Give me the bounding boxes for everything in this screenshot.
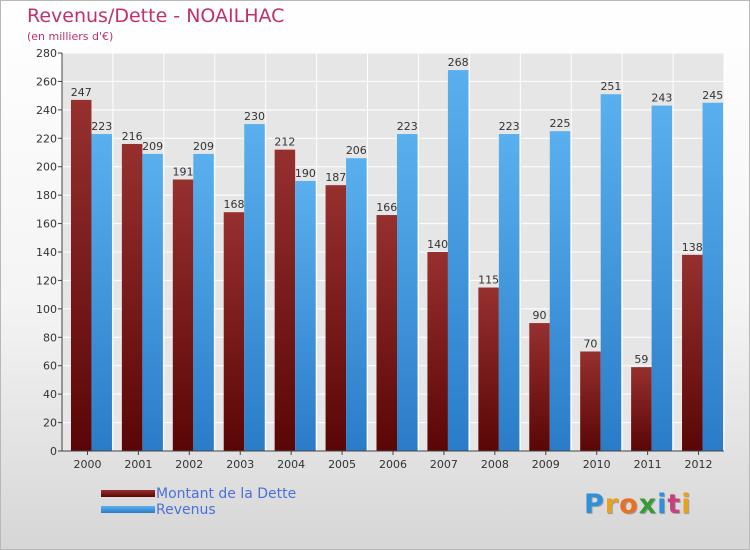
bar-debt-2001	[121, 143, 143, 451]
bar-revenus-2003	[244, 124, 265, 452]
x-tick-label-2007: 2007	[430, 458, 458, 471]
x-tick-label-2008: 2008	[481, 458, 509, 471]
y-tick-label: 160	[36, 218, 57, 231]
y-tick-label: 180	[36, 189, 57, 202]
bar-debt-2009	[529, 323, 550, 451]
data-label-revenus-2008: 223	[499, 120, 520, 133]
bar-debt-2002	[172, 179, 194, 451]
y-tick-label: 260	[36, 75, 57, 88]
data-label-revenus-2010: 251	[600, 80, 621, 93]
bar-revenus-2012	[702, 102, 724, 451]
y-tick-label: 120	[36, 274, 57, 287]
y-tick-label: 140	[36, 246, 57, 259]
data-label-debt-2007: 140	[427, 238, 448, 251]
bar-revenus-2009	[549, 131, 571, 451]
bar-revenus-2007	[447, 70, 469, 452]
bar-debt-2003	[223, 212, 245, 451]
chart-subtitle: (en milliers d'€)	[27, 30, 114, 43]
bar-debt-2004	[274, 149, 296, 451]
bar-debt-2011	[631, 367, 652, 451]
y-tick-label: 80	[43, 331, 57, 344]
logo-letter: P	[584, 489, 605, 520]
data-label-debt-2002: 191	[173, 166, 194, 179]
legend-swatch-revenus	[101, 506, 155, 513]
logo-letter: o	[619, 489, 639, 520]
data-label-debt-2012: 138	[682, 241, 703, 254]
data-label-debt-2003: 168	[223, 198, 244, 211]
bar-debt-2000	[70, 99, 92, 452]
data-label-debt-2009: 90	[533, 309, 547, 322]
x-tick-label-2011: 2011	[634, 458, 662, 471]
x-tick-label-2010: 2010	[583, 458, 611, 471]
x-tick-label-2003: 2003	[226, 458, 254, 471]
bar-revenus-2006	[397, 134, 418, 451]
data-label-revenus-2007: 268	[448, 56, 469, 69]
logo-letter: t	[667, 489, 682, 520]
y-tick-label: 0	[50, 445, 57, 458]
data-label-revenus-2001: 209	[142, 140, 163, 153]
bar-debt-2006	[376, 215, 397, 451]
data-label-revenus-2012: 245	[702, 89, 723, 102]
data-label-revenus-2006: 223	[397, 120, 418, 133]
data-label-revenus-2004: 190	[295, 167, 316, 180]
bar-revenus-2008	[498, 134, 520, 451]
bar-debt-2005	[325, 185, 347, 451]
data-label-revenus-2002: 209	[193, 140, 214, 153]
x-tick-label-2002: 2002	[175, 458, 203, 471]
x-tick-label-2006: 2006	[379, 458, 407, 471]
bar-revenus-2005	[346, 158, 367, 451]
legend-swatch-debt	[101, 490, 155, 497]
x-tick-label-2012: 2012	[685, 458, 713, 471]
bars	[70, 70, 724, 452]
y-tick-label: 40	[43, 388, 57, 401]
x-tick-label-2004: 2004	[277, 458, 305, 471]
proxiti-logo: Proxiti	[584, 489, 692, 520]
data-label-debt-2005: 187	[325, 171, 346, 184]
logo-letter: x	[638, 489, 658, 520]
y-tick-label: 60	[43, 360, 57, 373]
y-tick-label: 240	[36, 104, 57, 117]
bar-revenus-2010	[600, 94, 622, 451]
legend-label-debt: Montant de la Dette	[156, 486, 297, 502]
data-label-debt-2010: 70	[583, 338, 597, 351]
y-tick-label: 200	[36, 161, 57, 174]
axes: 0 20 40 60 80 100 120 140 160 180 200 220 240 260 280 2…	[36, 47, 724, 471]
bar-revenus-2011	[651, 105, 673, 451]
logo-letter: r	[604, 489, 620, 520]
bar-revenus-2002	[193, 153, 214, 451]
y-tick-label: 280	[36, 47, 57, 60]
x-tick-label-2009: 2009	[532, 458, 560, 471]
bar-debt-2008	[478, 287, 499, 451]
x-tick-label-2000: 2000	[73, 458, 101, 471]
bar-debt-2010	[580, 351, 601, 451]
data-label-revenus-2011: 243	[651, 92, 672, 105]
x-tick-label-2005: 2005	[328, 458, 356, 471]
bar-debt-2007	[427, 252, 448, 451]
x-tick-label-2001: 2001	[124, 458, 152, 471]
data-label-revenus-2009: 225	[550, 117, 571, 130]
y-tick-label: 20	[43, 417, 57, 430]
data-label-debt-2004: 212	[274, 136, 295, 149]
y-tick-label: 100	[36, 303, 57, 316]
data-label-revenus-2003: 230	[244, 110, 265, 123]
data-label-revenus-2000: 223	[91, 120, 112, 133]
bar-revenus-2001	[142, 153, 163, 451]
data-label-debt-2006: 166	[376, 201, 397, 214]
logo-letter: i	[657, 489, 668, 520]
data-label-revenus-2005: 206	[346, 144, 367, 157]
bar-debt-2012	[682, 254, 703, 451]
logo-letter: i	[681, 489, 692, 520]
legend-label-revenus: Revenus	[156, 502, 216, 518]
y-tick-label: 220	[36, 132, 57, 145]
chart-title: Revenus/Dette - NOAILHAC	[27, 5, 285, 27]
data-label-debt-2000: 247	[71, 86, 92, 99]
bar-revenus-2004	[295, 180, 316, 451]
data-label-debt-2011: 59	[634, 353, 648, 366]
data-label-debt-2001: 216	[122, 130, 143, 143]
bar-revenus-2000	[91, 134, 112, 451]
data-label-debt-2008: 115	[478, 274, 499, 287]
